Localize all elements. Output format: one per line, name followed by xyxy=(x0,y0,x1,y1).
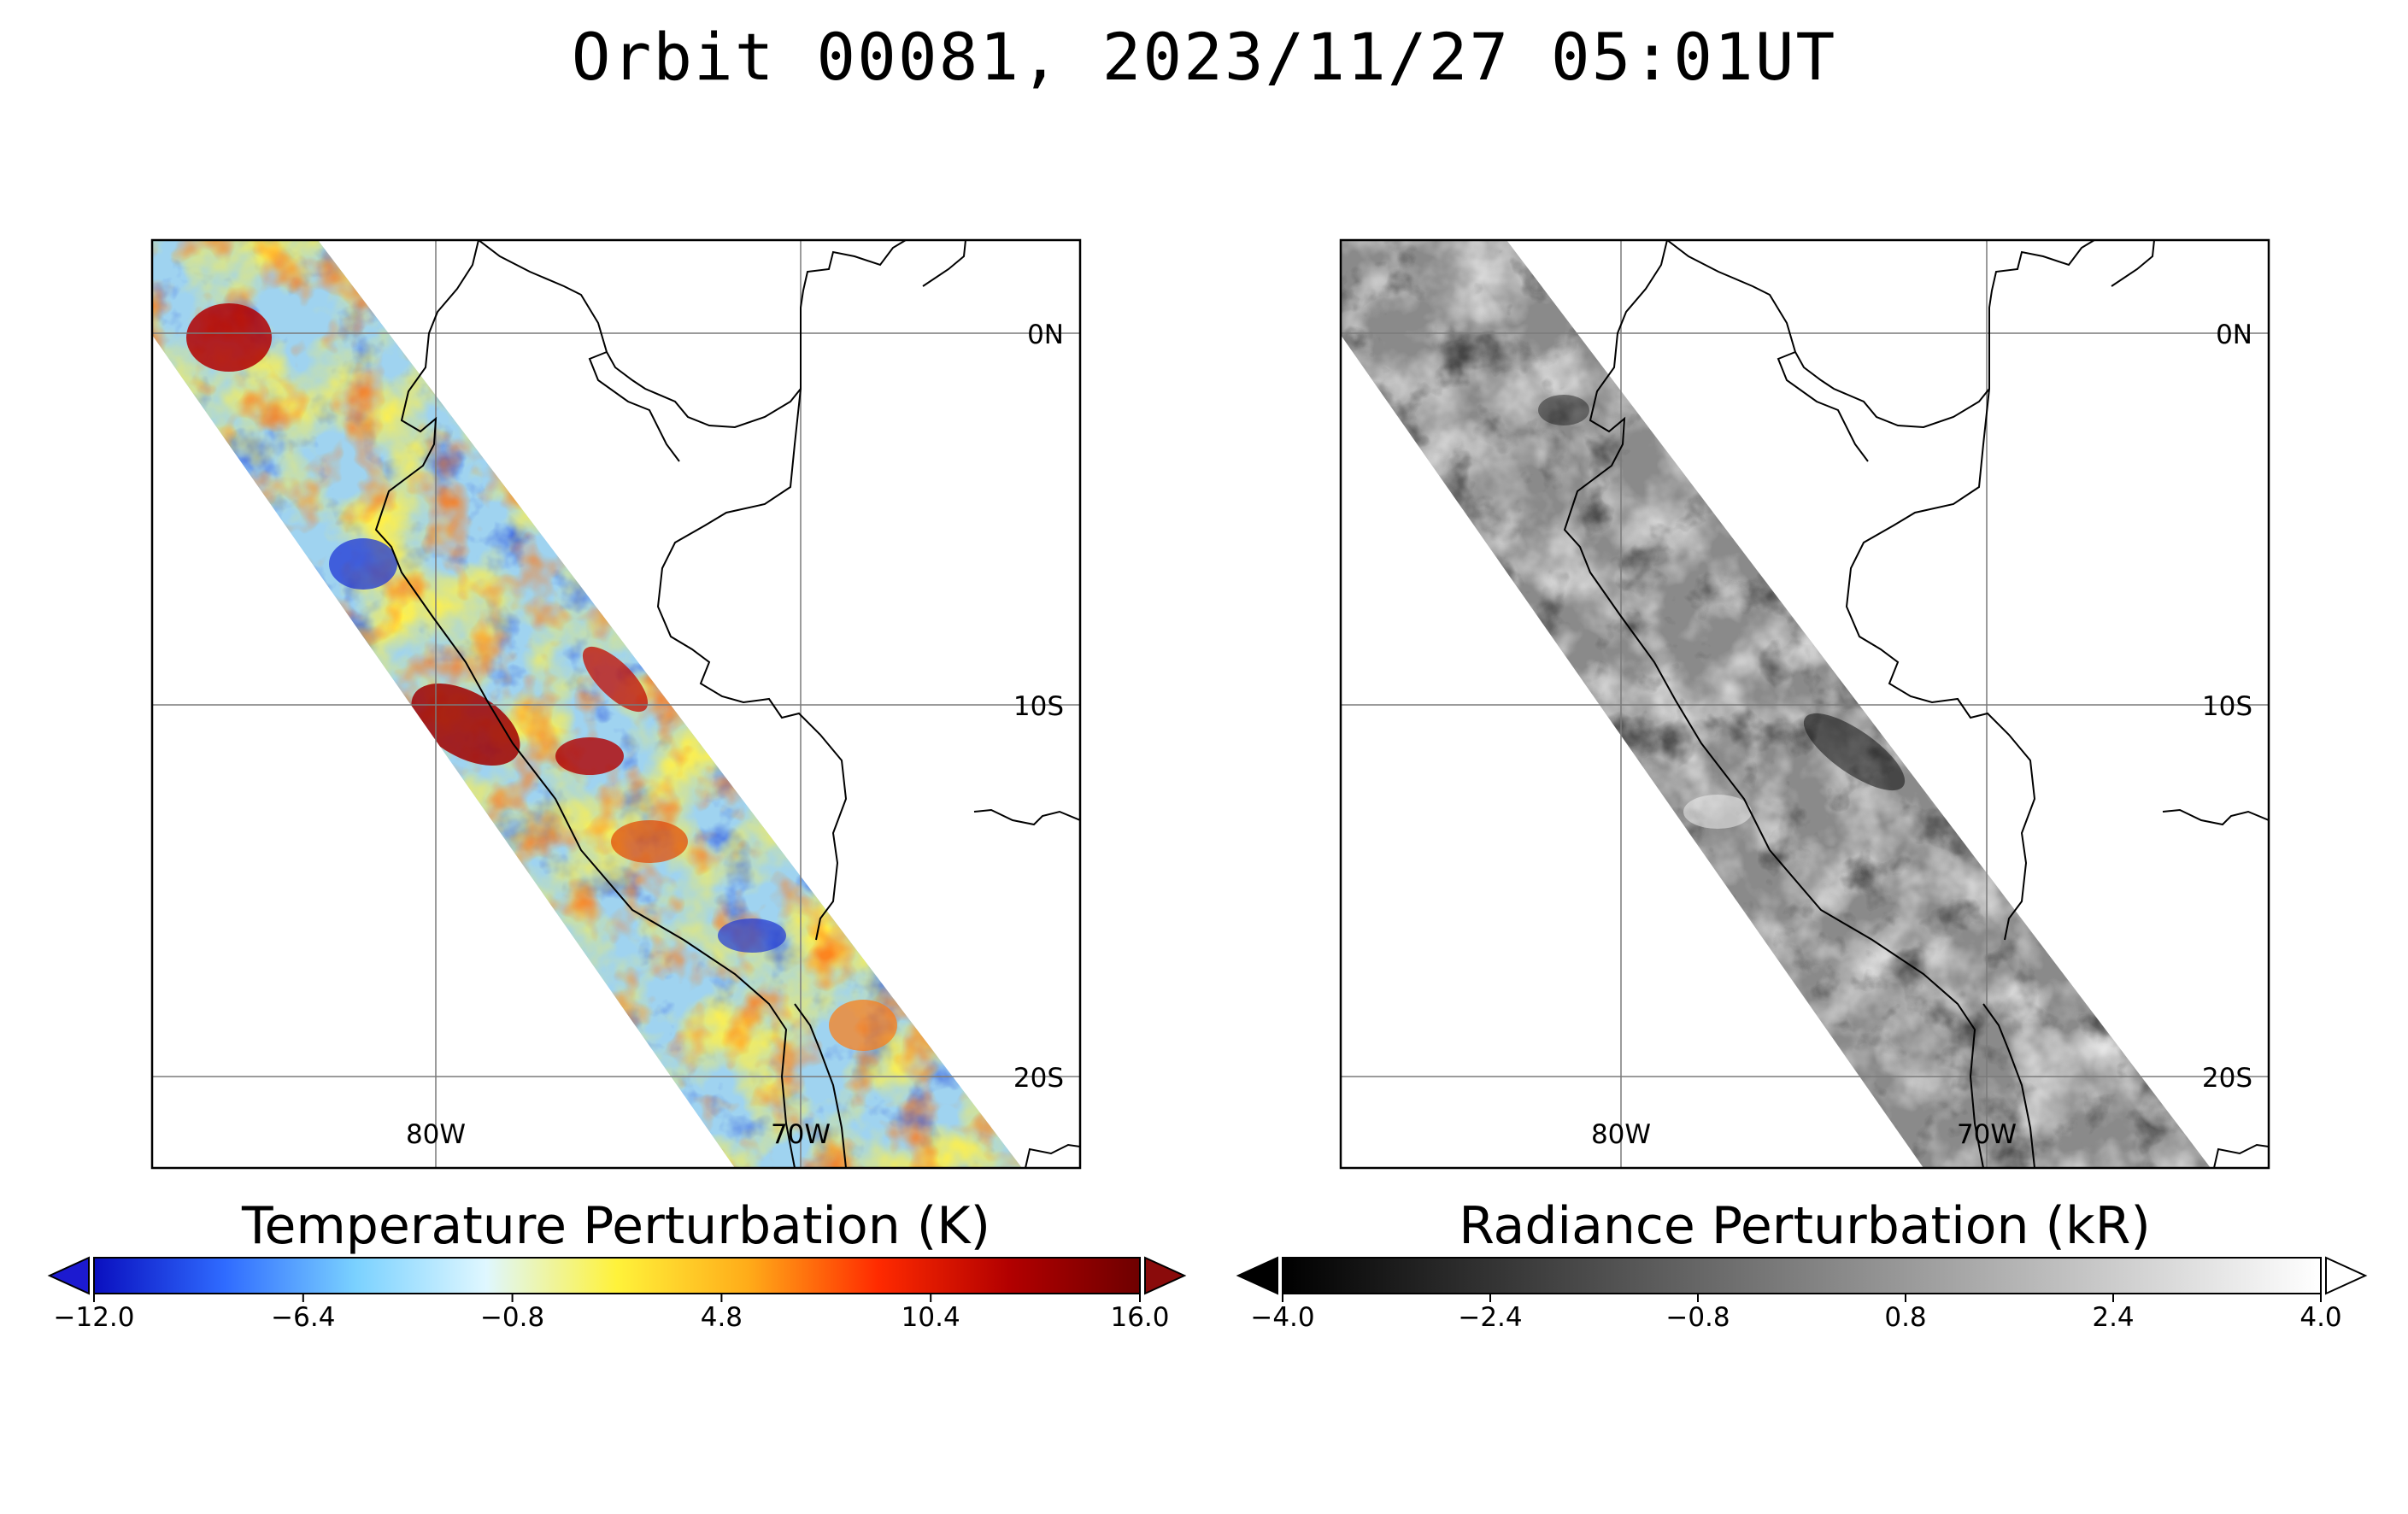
lon-label-70w: 70W xyxy=(771,1119,831,1150)
temperature-tick-label-1: −6.4 xyxy=(271,1302,336,1333)
coastline-right xyxy=(1563,240,2269,1168)
radiance-map-frame xyxy=(1339,238,2270,1170)
radiance-tick-label-3: 0.8 xyxy=(1884,1302,1927,1333)
lat-label-20s-right: 20S xyxy=(2202,1063,2252,1094)
radiance-tick-label-2: −0.8 xyxy=(1665,1302,1730,1333)
radiance-colorbar-gradient xyxy=(1282,1257,2322,1294)
radiance-map-panel: 0N 10S 20S 80W 70W xyxy=(1339,238,2270,1170)
temperature-tick-label-3: 4.8 xyxy=(700,1302,743,1333)
temperature-colorbar-label: Temperature Perturbation (K) xyxy=(241,1196,990,1256)
temperature-map-frame xyxy=(150,238,1082,1170)
temperature-colorbar-gradient xyxy=(93,1257,1141,1294)
coastline xyxy=(374,240,1080,1168)
radiance-tick-label-0: −4.0 xyxy=(1250,1302,1315,1333)
lon-label-70w-right: 70W xyxy=(1957,1119,2017,1150)
colorbar-over-arrow-right xyxy=(2325,1256,2368,1295)
radiance-tick-label-4: 2.4 xyxy=(2092,1302,2135,1333)
radiance-tick-label-1: −2.4 xyxy=(1458,1302,1523,1333)
colorbar-over-arrow xyxy=(1144,1256,1187,1295)
colorbar-under-arrow xyxy=(47,1256,90,1295)
lat-label-0n: 0N xyxy=(1027,320,1064,350)
colorbar-under-arrow-right xyxy=(1236,1256,1278,1295)
lon-label-80w: 80W xyxy=(406,1119,466,1150)
temperature-tick-label-4: 10.4 xyxy=(901,1302,960,1333)
radiance-colorbar xyxy=(1236,1256,2368,1302)
temperature-colorbar xyxy=(47,1256,1187,1302)
lat-label-20s: 20S xyxy=(1013,1063,1064,1094)
radiance-colorbar-label: Radiance Perturbation (kR) xyxy=(1459,1196,2151,1256)
lon-label-80w-right: 80W xyxy=(1591,1119,1651,1150)
figure-title: Orbit 00081, 2023/11/27 05:01UT xyxy=(571,19,1837,95)
graticule-right xyxy=(1341,240,2269,1168)
radiance-tick-label-5: 4.0 xyxy=(2299,1302,2342,1333)
temperature-tick-label-0: −12.0 xyxy=(53,1302,135,1333)
lat-label-10s: 10S xyxy=(1013,691,1064,722)
temperature-tick-label-5: 16.0 xyxy=(1110,1302,1170,1333)
temperature-map-panel: 0N 10S 20S 80W 70W xyxy=(150,238,1082,1170)
temperature-tick-label-2: −0.8 xyxy=(479,1302,545,1333)
lat-label-10s-right: 10S xyxy=(2202,691,2252,722)
lat-label-0n-right: 0N xyxy=(2216,320,2252,350)
